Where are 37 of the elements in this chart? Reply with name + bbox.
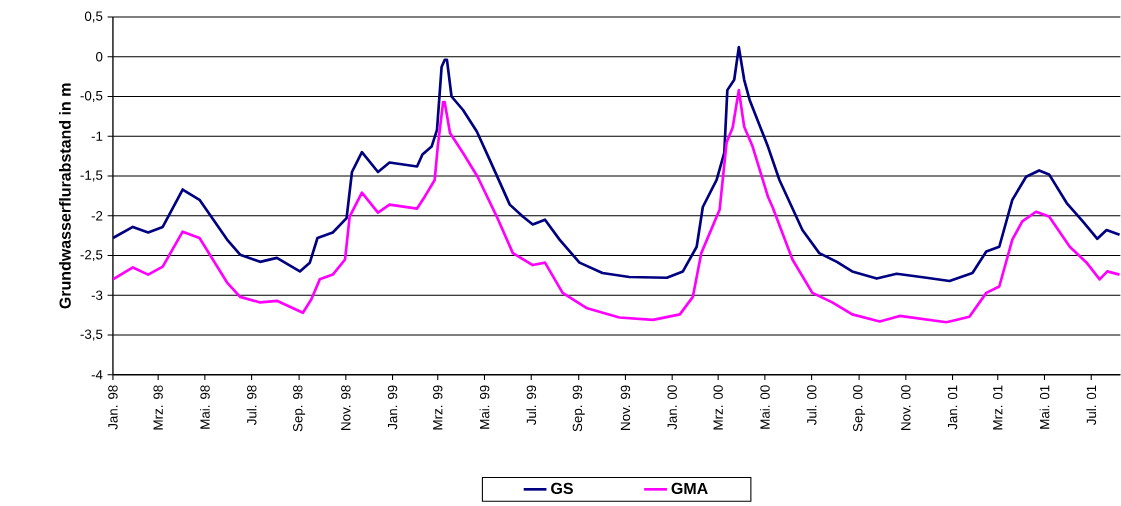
x-tick-label: Mrz. 01 bbox=[993, 385, 1003, 430]
x-tick-label: Nov. 99 bbox=[620, 385, 631, 431]
line-series bbox=[112, 88, 1121, 324]
x-tick-label: Jan. 98 bbox=[108, 385, 118, 430]
x-tick-label: Mrz. 00 bbox=[713, 385, 723, 430]
x-tick-label: Mai. 01 bbox=[1039, 385, 1050, 429]
x-tick-label: Sep. 99 bbox=[572, 385, 585, 432]
y-tick-label: -3 bbox=[91, 290, 103, 301]
x-tick-label: Jul. 01 bbox=[1086, 385, 1097, 426]
x-tick-label: Mrz. 98 bbox=[153, 385, 163, 430]
y-axis-title: Grundwasserflurabstand in m bbox=[59, 83, 71, 309]
x-tick-label: Jul. 98 bbox=[246, 385, 257, 426]
x-tick-label: Sep. 00 bbox=[853, 385, 866, 432]
x-tick-label: Mrz. 99 bbox=[433, 385, 443, 430]
x-tick-label: Jan. 00 bbox=[667, 385, 677, 430]
y-tick-label: -0,5 bbox=[80, 91, 103, 103]
x-tick-label: Mai. 98 bbox=[199, 385, 210, 429]
x-tick-label: Jul. 00 bbox=[806, 385, 817, 426]
y-tick-label: -2,5 bbox=[80, 250, 103, 262]
legend-label: GS bbox=[551, 482, 573, 495]
x-tick-label: Mai. 00 bbox=[759, 385, 770, 429]
y-tick-label: -1,5 bbox=[80, 170, 103, 182]
x-tick-label: Jul. 99 bbox=[526, 385, 537, 426]
y-tick-label: -3,5 bbox=[80, 329, 103, 341]
x-tick-label: Sep. 98 bbox=[293, 385, 306, 432]
legend-label: GMA bbox=[671, 482, 708, 495]
line-series bbox=[112, 46, 1121, 283]
x-tick-label: Nov. 00 bbox=[901, 385, 911, 431]
x-tick-label: Nov. 98 bbox=[341, 385, 351, 431]
x-tick-label: Mai. 99 bbox=[479, 385, 490, 429]
y-tick-label: 0,5 bbox=[84, 11, 103, 23]
y-tick-label: -2 bbox=[91, 211, 103, 221]
y-tick-label: -1 bbox=[91, 131, 103, 141]
y-tick-label: 0 bbox=[96, 52, 103, 62]
y-tick-label: -4 bbox=[91, 370, 103, 380]
x-tick-label: Jan. 99 bbox=[387, 385, 398, 430]
x-tick-label: Jan. 01 bbox=[947, 385, 958, 430]
